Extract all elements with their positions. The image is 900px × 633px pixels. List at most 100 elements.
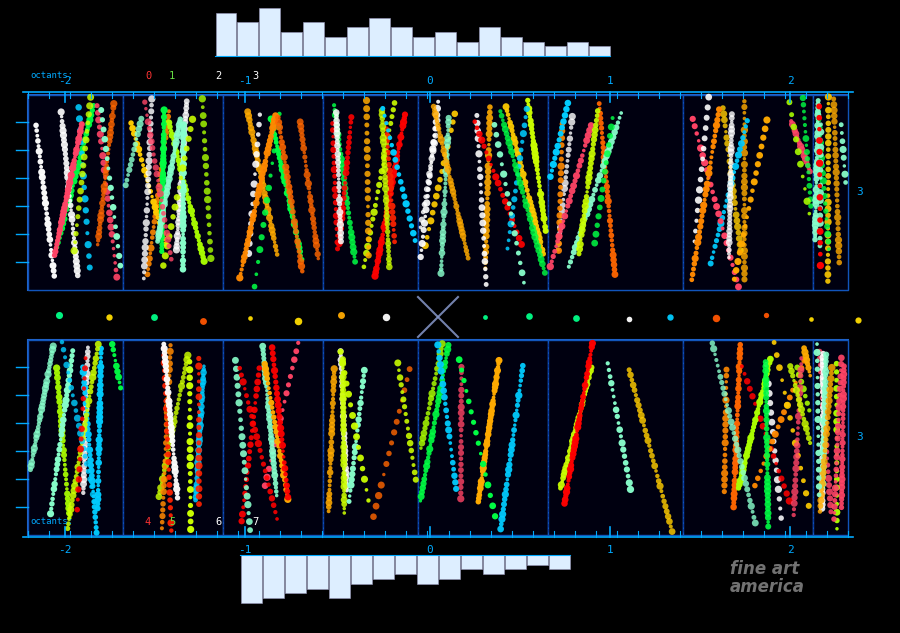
Point	[808, 216, 823, 227]
Point	[50, 460, 65, 470]
Point	[528, 153, 543, 163]
Point	[753, 413, 768, 423]
Point	[95, 151, 110, 161]
Point	[611, 418, 625, 428]
Point	[506, 218, 520, 229]
Point	[265, 434, 279, 444]
Point	[577, 384, 591, 394]
Point	[67, 233, 81, 243]
Point	[384, 438, 399, 448]
Point	[576, 218, 590, 229]
Point	[704, 258, 718, 268]
Point	[396, 121, 410, 131]
Point	[575, 399, 590, 410]
Point	[163, 495, 177, 505]
Point	[328, 184, 342, 194]
Text: -1: -1	[238, 76, 252, 86]
Point	[76, 466, 91, 476]
Point	[92, 462, 106, 472]
Point	[408, 467, 422, 477]
Point	[744, 429, 759, 439]
Point	[428, 130, 443, 141]
Point	[159, 432, 174, 442]
Point	[440, 412, 454, 422]
Point	[732, 150, 746, 160]
Point	[479, 253, 493, 263]
Point	[436, 366, 451, 376]
Point	[159, 404, 174, 414]
Point	[816, 349, 831, 359]
Point	[270, 432, 284, 442]
Point	[649, 466, 663, 476]
Point	[331, 170, 346, 180]
Point	[93, 385, 107, 395]
Point	[109, 361, 123, 371]
Point	[153, 487, 167, 498]
Point	[334, 218, 348, 229]
Point	[179, 96, 194, 106]
Point	[388, 162, 402, 172]
Point	[279, 162, 293, 172]
Point	[597, 147, 611, 158]
Point	[163, 122, 177, 132]
Point	[426, 146, 440, 156]
Point	[303, 192, 318, 202]
Point	[454, 365, 469, 375]
Point	[787, 510, 801, 520]
Point	[50, 454, 65, 465]
Point	[723, 207, 737, 217]
Point	[337, 429, 351, 439]
Point	[531, 169, 545, 179]
Point	[438, 399, 453, 409]
Point	[801, 167, 815, 177]
Point	[142, 181, 157, 191]
Point	[155, 208, 169, 218]
Point	[253, 110, 267, 120]
Point	[717, 456, 732, 466]
Point	[522, 108, 536, 118]
Point	[288, 223, 302, 233]
Point	[337, 424, 351, 434]
Point	[431, 123, 446, 134]
Point	[368, 200, 382, 210]
Point	[140, 211, 154, 222]
Point	[112, 377, 127, 387]
Point	[760, 495, 775, 505]
Point	[302, 183, 316, 193]
Point	[103, 173, 117, 183]
Point	[753, 466, 768, 476]
Point	[83, 474, 97, 484]
Point	[828, 483, 842, 493]
Point	[269, 134, 284, 144]
Point	[330, 237, 345, 248]
Point	[241, 453, 256, 463]
Point	[574, 399, 589, 410]
Point	[159, 370, 174, 380]
Point	[704, 152, 718, 162]
Point	[58, 469, 73, 479]
Point	[333, 207, 347, 217]
Point	[348, 442, 363, 452]
Point	[477, 241, 491, 251]
Point	[474, 477, 489, 487]
Point	[727, 267, 742, 277]
Point	[329, 128, 344, 139]
Point	[141, 116, 156, 127]
Point	[484, 160, 499, 170]
Point	[396, 117, 410, 127]
Point	[251, 189, 266, 199]
Point	[43, 240, 58, 250]
Point	[436, 227, 450, 237]
Point	[166, 453, 181, 463]
Point	[390, 162, 404, 172]
Point	[817, 184, 832, 194]
Point	[814, 150, 828, 160]
Point	[601, 140, 616, 150]
Point	[61, 182, 76, 192]
Point	[438, 153, 453, 163]
Point	[576, 396, 590, 406]
Point	[720, 139, 734, 149]
Point	[480, 199, 494, 209]
Point	[571, 416, 585, 426]
Point	[520, 185, 535, 196]
